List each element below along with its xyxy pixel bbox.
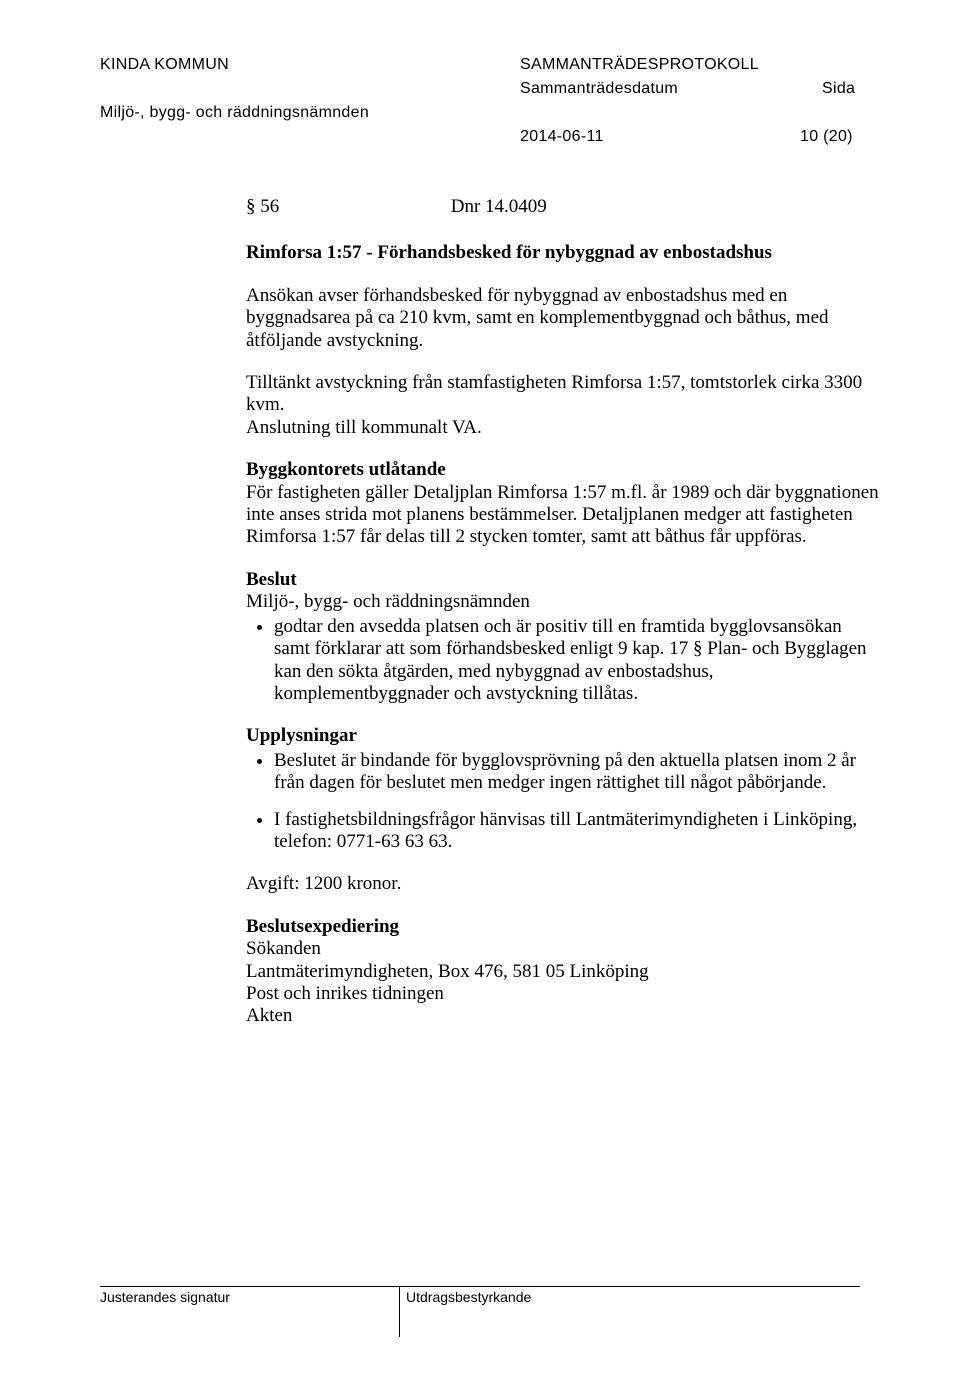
heading-upplysningar: Upplysningar xyxy=(246,725,880,747)
header-side-label: Sida xyxy=(822,80,855,98)
byggkontoret-block: Byggkontorets utlåtande För fastigheten … xyxy=(246,459,880,549)
header-org: KINDA KOMMUN xyxy=(100,56,229,74)
header-committee: Miljö-, bygg- och räddningsnämnden xyxy=(100,104,369,122)
expediering-line: Sökanden xyxy=(246,938,880,960)
list-item: godtar den avsedda platsen och är positi… xyxy=(274,616,880,706)
footer-left: Justerandes signatur xyxy=(100,1287,400,1337)
paragraph-byggkontoret: För fastigheten gäller Detaljplan Rimfor… xyxy=(246,482,879,548)
footer-right: Utdragsbestyrkande xyxy=(400,1287,860,1337)
paragraph-2-3: Tilltänkt avstyckning från stamfastighet… xyxy=(246,372,880,439)
section-dnr-line: § 56 Dnr 14.0409 xyxy=(246,196,880,218)
heading-expediering: Beslutsexpediering xyxy=(246,916,880,938)
expediering-line: Akten xyxy=(246,1005,880,1027)
document-body: § 56 Dnr 14.0409 Rimforsa 1:57 - Förhand… xyxy=(246,196,880,1028)
paragraph-2: Tilltänkt avstyckning från stamfastighet… xyxy=(246,372,880,417)
paragraph-1: Ansökan avser förhandsbesked för nybyggn… xyxy=(246,285,880,352)
expediering-block: Beslutsexpediering Sökanden Lantmäterimy… xyxy=(246,916,880,1028)
upplysningar-list: Beslutet är bindande för bygglovsprövnin… xyxy=(246,750,880,854)
page: KINDA KOMMUN Miljö-, bygg- och räddnings… xyxy=(0,0,960,1377)
list-item: Beslutet är bindande för bygglovsprövnin… xyxy=(274,750,880,795)
expediering-line: Post och inrikes tidningen xyxy=(246,983,880,1005)
dnr: Dnr 14.0409 xyxy=(451,196,547,217)
document-title: Rimforsa 1:57 - Förhandsbesked för nybyg… xyxy=(246,242,880,264)
paragraph-3: Anslutning till kommunalt VA. xyxy=(246,417,880,439)
section-number: § 56 xyxy=(246,196,446,218)
avgift: Avgift: 1200 kronor. xyxy=(246,873,880,895)
header-date-label: Sammanträdesdatum xyxy=(520,80,678,98)
upplysningar-block: Upplysningar Beslutet är bindande för by… xyxy=(246,725,880,853)
header-doc-type: SAMMANTRÄDESPROTOKOLL xyxy=(520,56,759,74)
header-date: 2014-06-11 xyxy=(520,128,604,146)
expediering-line: Lantmäterimyndigheten, Box 476, 581 05 L… xyxy=(246,961,880,983)
heading-beslut: Beslut xyxy=(246,569,880,591)
beslut-block: Beslut Miljö-, bygg- och räddningsnämnde… xyxy=(246,569,880,705)
heading-byggkontoret: Byggkontorets utlåtande xyxy=(246,459,880,481)
header-page-number: 10 (20) xyxy=(800,128,853,146)
footer: Justerandes signatur Utdragsbestyrkande xyxy=(100,1286,860,1337)
beslut-line: Miljö-, bygg- och räddningsnämnden xyxy=(246,591,880,613)
beslut-list: godtar den avsedda platsen och är positi… xyxy=(246,616,880,706)
list-item: I fastighetsbildningsfrågor hänvisas til… xyxy=(274,809,880,854)
